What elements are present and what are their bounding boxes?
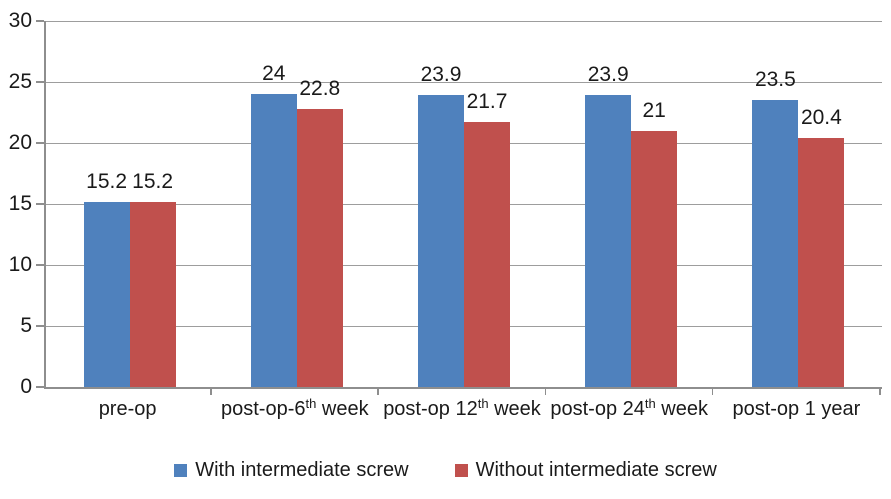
legend-swatch-without-intermediate-screw	[454, 463, 468, 477]
bar-without-intermediate-screw	[464, 122, 510, 387]
category-rest: week	[655, 398, 708, 420]
bar-value-label: 23.5	[754, 68, 796, 92]
bar-with-intermediate-screw	[250, 94, 297, 387]
y-axis-label: 5	[20, 314, 32, 337]
legend-label: With intermediate screw	[195, 459, 409, 481]
category-text: pre-op	[98, 398, 157, 420]
bar-value-label: 15.2	[86, 169, 128, 193]
category-text: post-op-6	[221, 398, 306, 420]
gridline	[46, 21, 882, 22]
y-axis-label: 0	[20, 375, 32, 398]
bar-without-intermediate-screw	[798, 138, 845, 387]
legend-item-without-intermediate-screw: Without intermediate screw	[454, 457, 717, 483]
bar-value-label: 21.7	[466, 90, 508, 114]
x-axis-category-label: post-op 12th week	[352, 395, 572, 425]
bar-value-label: 23.9	[587, 63, 629, 87]
bar-value-label: 24	[262, 62, 286, 86]
legend-swatch-with-intermediate-screw	[174, 463, 188, 477]
x-axis-tick	[210, 389, 212, 395]
x-axis-category-label: post-op-6th week	[185, 395, 405, 425]
bar-without-intermediate-screw	[631, 130, 678, 387]
y-axis-tick	[36, 142, 44, 144]
y-axis-label: 30	[8, 9, 32, 32]
x-axis-category-label: pre-op	[18, 395, 238, 425]
bar-value-label: 15.2	[132, 169, 174, 193]
y-axis-tick	[36, 20, 44, 22]
category-superscript: th	[644, 396, 656, 411]
x-axis-tick	[544, 389, 547, 395]
category-superscript: th	[477, 396, 489, 411]
legend-label: Without intermediate screw	[475, 459, 717, 481]
bar-with-intermediate-screw	[585, 95, 632, 387]
y-axis-label: 25	[8, 70, 32, 93]
x-axis-tick	[711, 389, 714, 395]
bar-value-label: 22.8	[299, 76, 341, 100]
category-rest: week	[316, 398, 369, 420]
y-axis-tick	[36, 81, 44, 83]
y-axis-label: 15	[8, 192, 32, 215]
bar-value-label: 21	[642, 98, 666, 122]
bar-without-intermediate-screw	[129, 201, 176, 387]
y-axis-label: 10	[8, 253, 32, 276]
y-axis-tick	[36, 325, 44, 327]
bar-with-intermediate-screw	[83, 201, 130, 387]
x-axis-tick	[377, 389, 379, 395]
bar-with-intermediate-screw	[418, 95, 464, 387]
x-axis-category-label: post-op 24th week	[519, 395, 739, 425]
x-axis-tick	[879, 389, 881, 395]
bar-value-label: 20.4	[800, 106, 842, 130]
x-axis-category-label: post-op 1 year	[686, 395, 891, 425]
legend-item-with-intermediate-screw: With intermediate screw	[174, 457, 409, 483]
category-text: post-op 1 year	[732, 398, 861, 420]
plot-area: 15.2 24 23.9 23.9 23.5 15.2 22.8 21.7 21 20.4	[44, 21, 882, 389]
bar-value-label: 23.9	[420, 63, 462, 87]
y-axis-tick	[36, 386, 44, 388]
category-text: post-op 24	[550, 398, 645, 420]
gridline	[46, 82, 882, 83]
y-axis-tick	[36, 203, 44, 205]
y-axis-tick	[36, 264, 44, 266]
category-text: post-op 12	[383, 398, 478, 420]
category-superscript: th	[305, 396, 317, 411]
legend: With intermediate screw Without intermedi…	[0, 457, 891, 483]
bar-without-intermediate-screw	[296, 108, 343, 387]
category-rest: week	[488, 398, 541, 420]
bar-with-intermediate-screw	[752, 100, 799, 387]
y-axis-label: 20	[8, 131, 32, 154]
